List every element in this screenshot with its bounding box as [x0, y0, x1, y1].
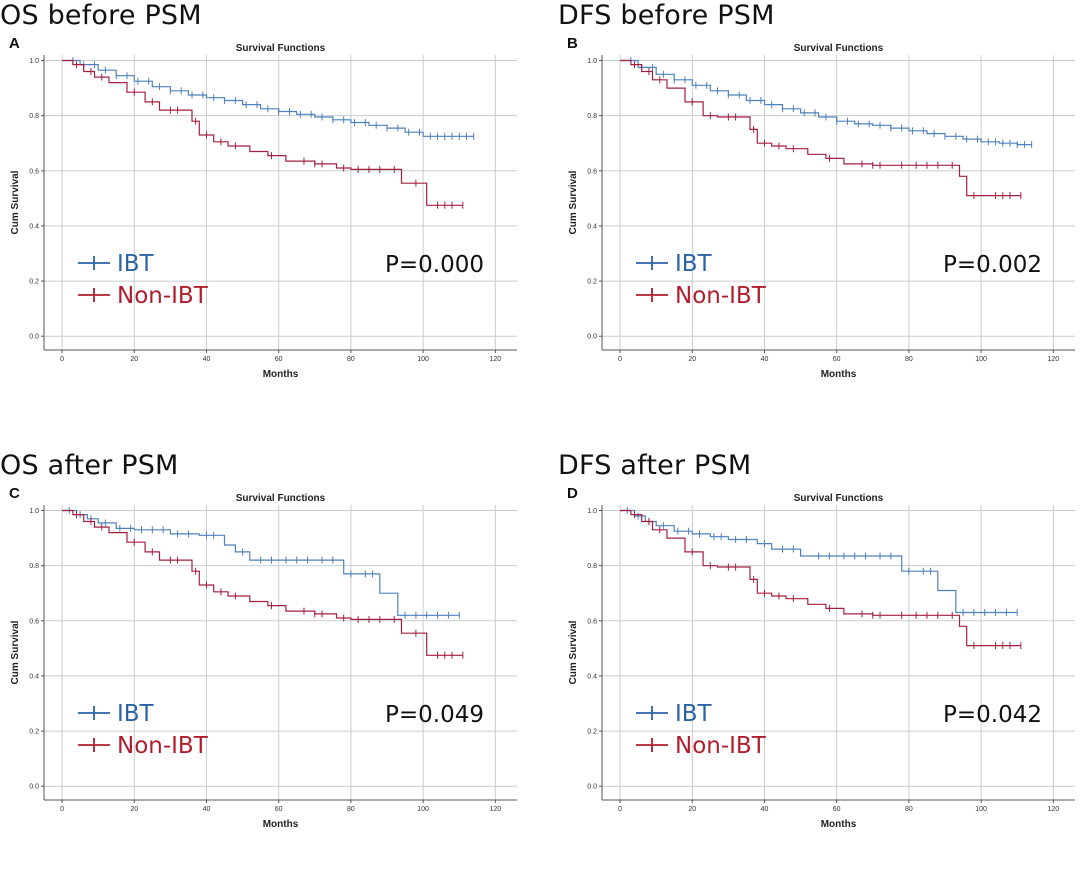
ibt-survival-curve [62, 509, 460, 616]
x-tick-label: 60 [833, 806, 841, 813]
y-tick-label: 0.0 [587, 784, 597, 791]
ibt-survival-curve [62, 59, 474, 137]
y-tick-label: 1.0 [587, 508, 597, 515]
legend-ibt-label: IBT [675, 701, 713, 727]
panel-letter: D [567, 485, 578, 502]
x-tick-label: 0 [60, 806, 64, 813]
y-tick-label: 1.0 [587, 58, 597, 65]
x-tick-label: 0 [60, 356, 64, 363]
x-tick-label: 0 [618, 806, 622, 813]
ibt-survival-curve [620, 59, 1032, 146]
panel-heading: OS before PSM [0, 0, 202, 31]
x-tick-label: 60 [275, 356, 283, 363]
y-tick-label: 0.4 [29, 223, 39, 230]
x-tick-label: 120 [1047, 806, 1059, 813]
survival-chart: C Survival Functions 0.0 0.2 0.4 0.6 0.8 1.0 0 20… [9, 485, 517, 830]
x-axis-label: Months [821, 369, 857, 380]
panel-d: DFS after PSM D Survival Functions 0.0 0.2 0… [558, 450, 1084, 890]
x-tick-label: 100 [417, 356, 429, 363]
x-tick-label: 120 [489, 806, 501, 813]
x-tick-label: 100 [975, 806, 987, 813]
x-tick-label: 60 [275, 806, 283, 813]
y-tick-label: 1.0 [29, 58, 39, 65]
p-value: P=0.002 [943, 252, 1042, 278]
y-tick-label: 0.8 [29, 113, 39, 120]
survival-chart: A Survival Functions 0.0 0.2 0.4 0.6 0.8 1.0 0 20… [9, 35, 517, 380]
legend-ibt-label: IBT [117, 251, 155, 277]
legend-ibt-label: IBT [675, 251, 713, 277]
survival-chart: D Survival Functions 0.0 0.2 0.4 0.6 0.8 1.0 0 20… [567, 485, 1075, 830]
panel-heading: DFS after PSM [558, 450, 752, 481]
p-value: P=0.049 [385, 702, 484, 728]
y-tick-label: 0.6 [29, 618, 39, 625]
x-tick-label: 40 [203, 806, 211, 813]
x-tick-label: 80 [905, 356, 913, 363]
x-axis-label: Months [821, 819, 857, 830]
panel-letter: B [567, 35, 578, 52]
x-tick-label: 40 [761, 806, 769, 813]
y-tick-label: 0.0 [587, 334, 597, 341]
y-tick-label: 0.4 [587, 223, 597, 230]
y-tick-label: 0.8 [587, 563, 597, 570]
non-ibt-survival-curve [62, 59, 463, 206]
non-ibt-survival-curve [620, 59, 1021, 197]
y-tick-label: 0.2 [587, 729, 597, 736]
non-ibt-survival-curve [62, 509, 463, 656]
y-tick-label: 0.4 [29, 673, 39, 680]
legend-ibt-label: IBT [117, 701, 155, 727]
x-tick-label: 120 [489, 356, 501, 363]
y-tick-label: 0.2 [29, 729, 39, 736]
x-tick-label: 80 [347, 356, 355, 363]
legend-non-ibt-label: Non-IBT [117, 733, 209, 759]
y-axis-label: Cum Survival [568, 170, 579, 234]
x-tick-label: 0 [618, 356, 622, 363]
x-tick-label: 40 [761, 356, 769, 363]
legend-non-ibt-label: Non-IBT [675, 283, 767, 309]
x-tick-label: 60 [833, 356, 841, 363]
x-tick-label: 40 [203, 356, 211, 363]
chart-title: Survival Functions [794, 43, 884, 54]
chart-title: Survival Functions [794, 493, 884, 504]
x-tick-label: 20 [688, 356, 696, 363]
y-tick-label: 0.6 [587, 618, 597, 625]
x-axis-label: Months [263, 369, 299, 380]
x-tick-label: 100 [975, 356, 987, 363]
chart-title: Survival Functions [236, 43, 326, 54]
x-tick-label: 20 [130, 806, 138, 813]
x-axis-label: Months [263, 819, 299, 830]
panel-c: OS after PSM C Survival Functions 0.0 0.2 0.… [0, 450, 542, 890]
chart-title: Survival Functions [236, 493, 326, 504]
y-axis-label: Cum Survival [10, 170, 21, 234]
y-tick-label: 0.0 [29, 784, 39, 791]
y-tick-label: 0.0 [29, 334, 39, 341]
y-tick-label: 0.6 [29, 168, 39, 175]
y-axis-label: Cum Survival [568, 620, 579, 684]
y-tick-label: 1.0 [29, 508, 39, 515]
x-tick-label: 20 [130, 356, 138, 363]
panel-heading: DFS before PSM [558, 0, 775, 31]
p-value: P=0.042 [943, 702, 1042, 728]
y-tick-label: 0.8 [587, 113, 597, 120]
p-value: P=0.000 [385, 252, 484, 278]
y-tick-label: 0.2 [587, 279, 597, 286]
legend-non-ibt-label: Non-IBT [117, 283, 209, 309]
y-tick-label: 0.2 [29, 279, 39, 286]
y-tick-label: 0.8 [29, 563, 39, 570]
y-tick-label: 0.4 [587, 673, 597, 680]
x-tick-label: 80 [347, 806, 355, 813]
y-tick-label: 0.6 [587, 168, 597, 175]
panel-letter: C [9, 485, 20, 502]
legend-non-ibt-label: Non-IBT [675, 733, 767, 759]
survival-chart: B Survival Functions 0.0 0.2 0.4 0.6 0.8 1.0 0 20… [567, 35, 1075, 380]
panel-a: OS before PSM A Survival Functions 0.0 0.2 0… [0, 0, 542, 440]
x-tick-label: 80 [905, 806, 913, 813]
panel-heading: OS after PSM [0, 450, 179, 481]
panel-letter: A [9, 35, 20, 52]
y-axis-label: Cum Survival [10, 620, 21, 684]
x-tick-label: 20 [688, 806, 696, 813]
panel-b: DFS before PSM B Survival Functions 0.0 0.2… [558, 0, 1084, 440]
x-tick-label: 100 [417, 806, 429, 813]
x-tick-label: 120 [1047, 356, 1059, 363]
ibt-survival-curve [620, 509, 1018, 614]
